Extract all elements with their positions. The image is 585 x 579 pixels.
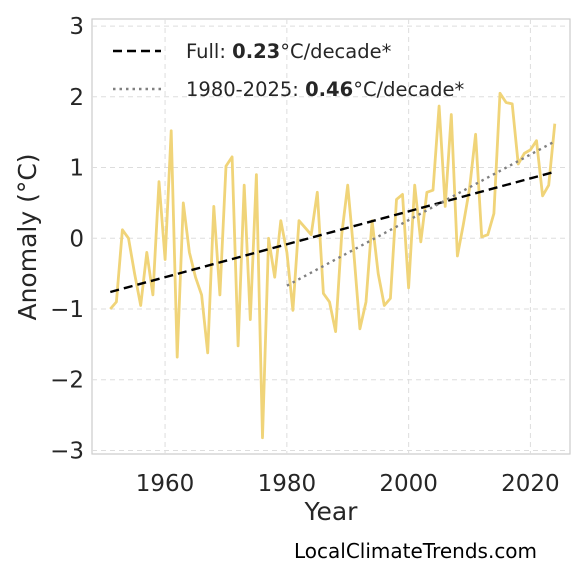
y-tick-label: 0 <box>69 226 84 252</box>
x-tick-label: 2020 <box>501 471 560 497</box>
y-tick-label: −1 <box>50 297 84 323</box>
y-tick-label: −2 <box>50 368 84 394</box>
y-tick-label: −3 <box>50 438 84 464</box>
legend-label-recent: 1980-2025: 0.46°C/decade* <box>186 78 465 101</box>
site-credit: LocalClimateTrends.com <box>294 539 538 563</box>
x-tick-label: 1960 <box>136 471 195 497</box>
series-group <box>109 91 557 440</box>
plot-area <box>91 18 571 455</box>
y-tick-label: 3 <box>69 14 84 40</box>
y-axis-label: Anomaly (°C) <box>13 153 42 320</box>
recent-trend-line <box>286 140 556 287</box>
x-tick-label: 1980 <box>258 471 317 497</box>
legend-label-full: Full: 0.23°C/decade* <box>186 40 392 63</box>
full-trend-line <box>109 170 556 294</box>
y-tick-label: 1 <box>69 156 84 182</box>
x-tick-label: 2000 <box>379 471 438 497</box>
y-tick-label: 2 <box>69 85 84 111</box>
anomaly-series-line <box>109 91 557 440</box>
legend: Full: 0.23°C/decade* 1980-2025: 0.46°C/d… <box>113 40 465 101</box>
tick-labels: 1960 1980 2000 2020 −3 −2 −1 0 1 2 3 <box>50 14 560 497</box>
x-axis-label: Year <box>304 497 359 526</box>
